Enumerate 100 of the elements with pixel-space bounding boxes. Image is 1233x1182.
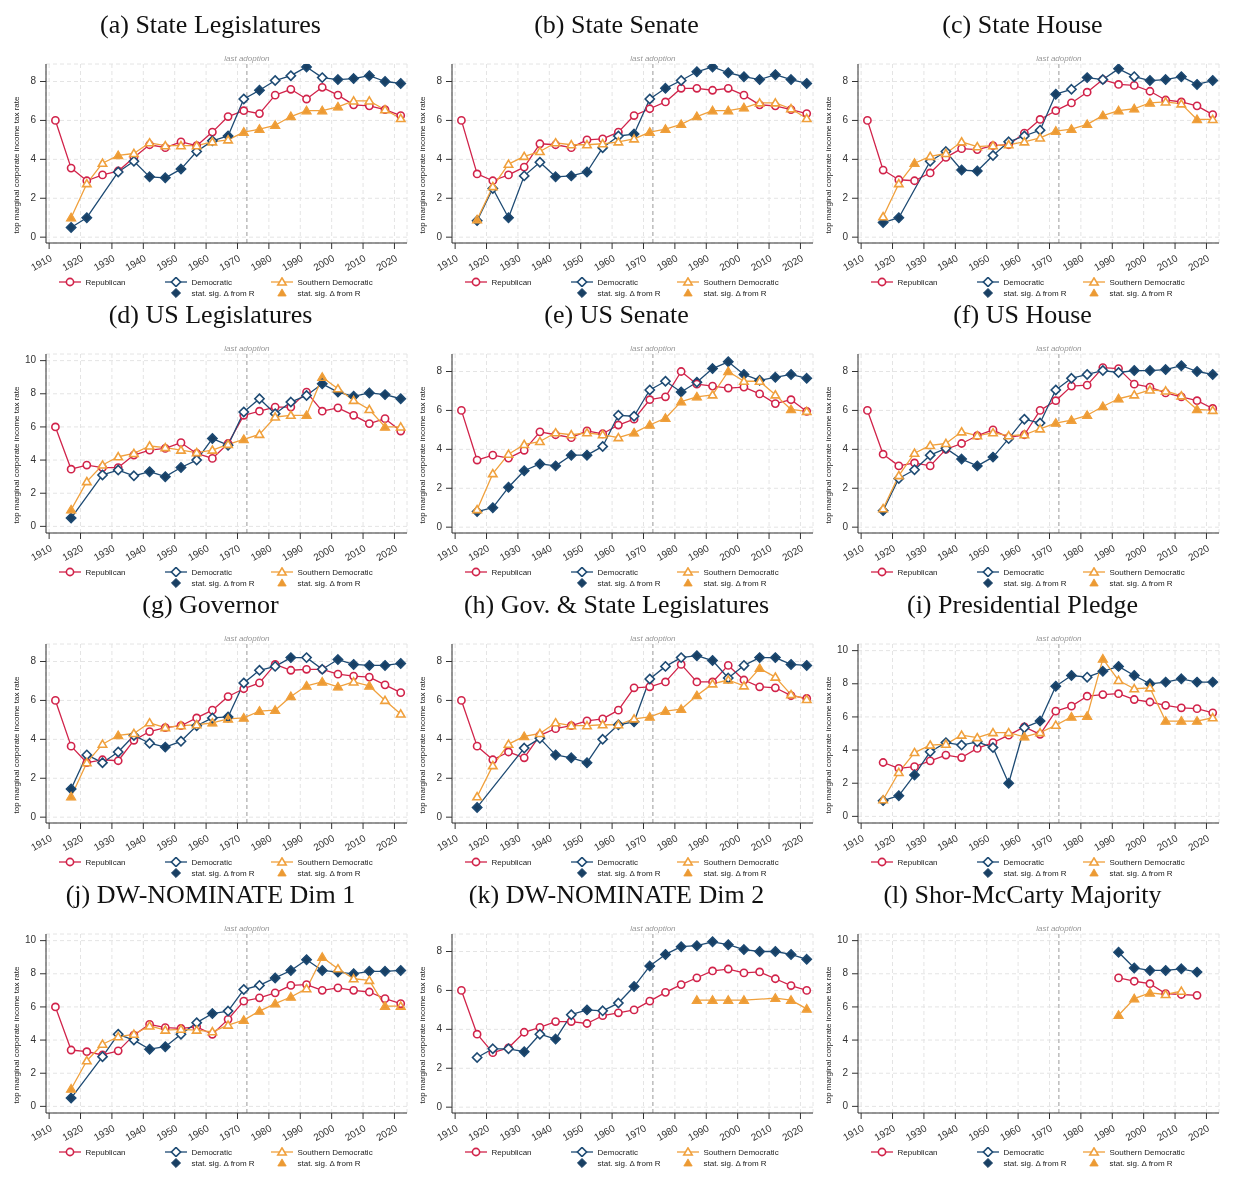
x-tick-label: 1970 (1029, 1122, 1055, 1144)
x-tick-label: 1950 (154, 542, 180, 564)
y-axis-title: top marginal corporate income tax rate (823, 95, 833, 234)
ref-line-label: last adoption (1036, 924, 1083, 933)
legend-label: Republican (491, 1147, 532, 1157)
legend-label: stat. sig. Δ from R (191, 1158, 255, 1168)
y-tick-label: 0 (436, 230, 443, 242)
x-tick-label: 1920 (60, 542, 86, 564)
x-tick-label: 1960 (591, 542, 618, 564)
x-tick-label: 2010 (342, 252, 369, 274)
x-tick-label: 1960 (591, 252, 618, 274)
x-tick-label: 1920 (466, 1122, 492, 1144)
y-tick-label: 8 (436, 75, 443, 87)
x-tick-label: 1980 (654, 832, 680, 854)
x-tick-label: 1960 (591, 832, 618, 854)
x-tick-label: 1960 (997, 252, 1024, 274)
chart-title: (d) US Legislatures (107, 299, 314, 331)
x-tick-label: 1970 (623, 542, 649, 564)
y-axis-title: top marginal corporate income tax rate (11, 95, 21, 234)
x-tick-label: 1910 (434, 252, 461, 274)
x-tick-label: 1990 (686, 252, 712, 274)
ref-line-label: last adoption (630, 344, 677, 353)
y-tick-label: 8 (30, 967, 37, 979)
legend-label: Democratic (191, 857, 232, 867)
x-tick-label: 1980 (248, 832, 274, 854)
x-tick-label: 1970 (1029, 542, 1055, 564)
legend-label: stat. sig. Δ from R (597, 868, 661, 878)
legend-label: Southern Democratic (703, 857, 779, 867)
legend-label: stat. sig. Δ from R (703, 578, 767, 588)
x-tick-label: 1910 (840, 1122, 867, 1144)
x-tick-label: 1950 (966, 252, 992, 274)
x-tick-label: 1920 (872, 1122, 898, 1144)
x-tick-label: 1920 (466, 252, 492, 274)
chart-title: (c) State House (941, 9, 1104, 41)
y-tick-label: 6 (30, 694, 37, 706)
legend-label: stat. sig. Δ from R (703, 1158, 767, 1168)
x-tick-label: 2000 (311, 1122, 337, 1144)
y-tick-label: 0 (436, 1100, 443, 1112)
y-tick-label: 2 (842, 481, 849, 493)
x-tick-label: 1940 (935, 542, 961, 564)
y-tick-label: 6 (30, 114, 37, 126)
x-tick-label: 1940 (529, 1122, 555, 1144)
legend-label: stat. sig. Δ from R (597, 578, 661, 588)
y-tick-label: 4 (842, 442, 849, 454)
y-tick-label: 2 (436, 191, 443, 203)
y-tick-label: 4 (842, 152, 849, 164)
x-tick-label: 1920 (60, 1122, 86, 1144)
legend-label: Southern Democratic (1109, 1147, 1185, 1157)
x-tick-label: 1990 (1092, 542, 1118, 564)
y-tick-label: 2 (842, 776, 849, 788)
legend-label: Democratic (1003, 277, 1044, 287)
chart-title: (i) Presidential Pledge (905, 589, 1140, 621)
x-tick-label: 1950 (966, 1122, 992, 1144)
x-tick-label: 1980 (248, 252, 274, 274)
x-tick-label: 1980 (248, 1122, 274, 1144)
chart-title: (b) State Senate (533, 9, 700, 41)
x-tick-label: 1940 (123, 832, 149, 854)
x-tick-label: 1950 (154, 832, 180, 854)
y-tick-label: 8 (842, 75, 849, 87)
x-tick-label: 1980 (248, 542, 274, 564)
x-tick-label: 1940 (123, 542, 149, 564)
y-axis-title: top marginal corporate income tax rate (417, 675, 427, 814)
x-tick-label: 1960 (997, 832, 1024, 854)
x-tick-label: 1920 (872, 832, 898, 854)
x-tick-label: 1990 (686, 542, 712, 564)
x-tick-label: 2000 (1123, 252, 1149, 274)
x-tick-label: 1910 (28, 252, 55, 274)
x-tick-label: 2000 (311, 832, 337, 854)
y-tick-label: 8 (30, 75, 37, 87)
x-tick-label: 2020 (1186, 1122, 1212, 1144)
legend-label: stat. sig. Δ from R (297, 868, 361, 878)
chart-title: (h) Gov. & State Legislatures (462, 589, 771, 621)
y-tick-label: 0 (842, 520, 849, 532)
legend-label: stat. sig. Δ from R (597, 288, 661, 298)
x-tick-label: 1960 (185, 252, 212, 274)
x-tick-label: 1910 (434, 1122, 461, 1144)
x-tick-label: 2010 (1154, 832, 1181, 854)
x-tick-label: 2020 (1186, 542, 1212, 564)
ref-line-label: last adoption (1036, 54, 1083, 63)
ref-line-label: last adoption (1036, 344, 1083, 353)
x-tick-label: 1950 (966, 832, 992, 854)
legend-label: Democratic (191, 277, 232, 287)
y-tick-label: 2 (30, 771, 37, 783)
x-tick-label: 1970 (217, 832, 243, 854)
x-tick-label: 1980 (1060, 1122, 1086, 1144)
x-tick-label: 1940 (529, 542, 555, 564)
y-tick-label: 0 (842, 810, 849, 822)
x-tick-label: 1930 (497, 1122, 523, 1144)
x-tick-label: 1990 (280, 252, 306, 274)
x-tick-label: 1970 (623, 1122, 649, 1144)
legend-label: Republican (897, 857, 938, 867)
x-tick-label: 1940 (123, 1122, 149, 1144)
y-tick-label: 6 (30, 420, 37, 432)
ref-line-label: last adoption (630, 54, 677, 63)
legend-label: stat. sig. Δ from R (191, 868, 255, 878)
x-tick-label: 1960 (591, 1122, 618, 1144)
legend-label: Democratic (597, 1147, 638, 1157)
x-tick-label: 1910 (28, 542, 55, 564)
legend-label: stat. sig. Δ from R (297, 1158, 361, 1168)
x-tick-label: 1990 (686, 832, 712, 854)
